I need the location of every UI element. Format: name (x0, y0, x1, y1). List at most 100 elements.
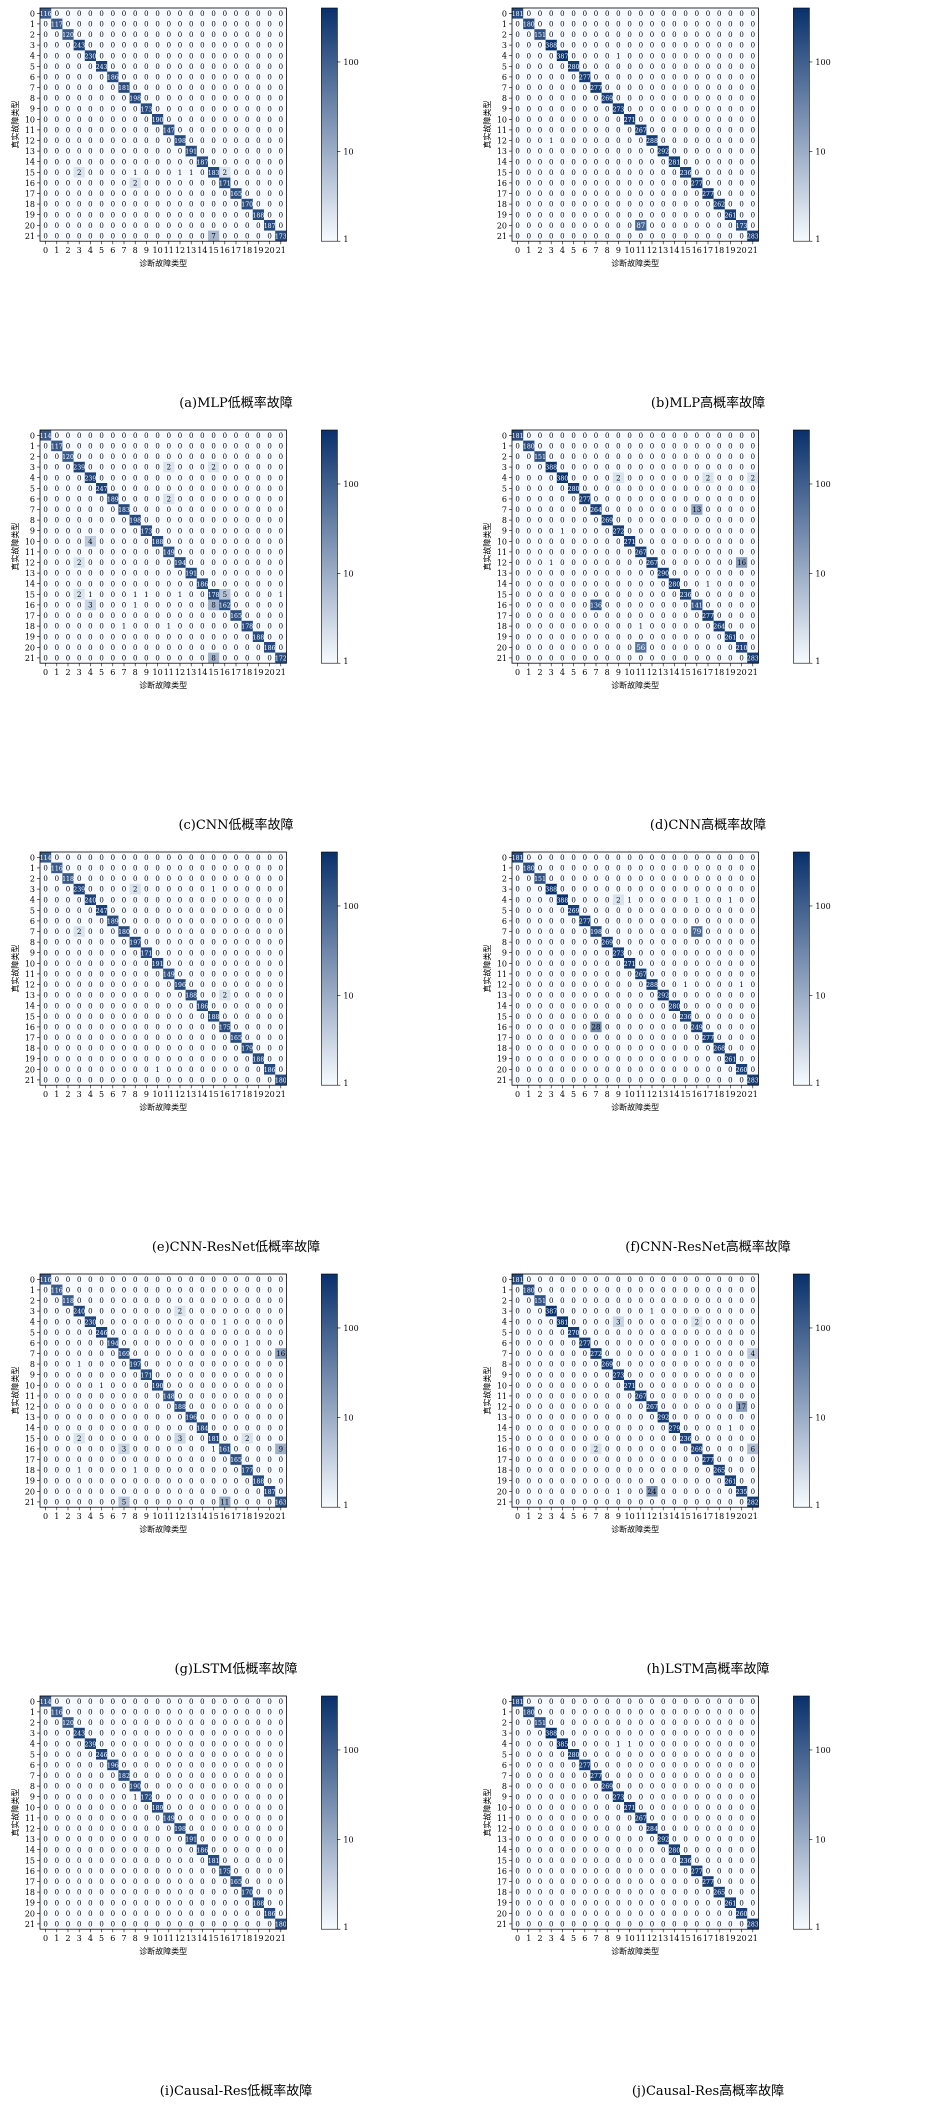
cell-value-label: 0 (661, 158, 665, 166)
heatmap-cell (73, 114, 86, 125)
heatmap-cell (241, 536, 254, 547)
heatmap-cell (196, 124, 209, 136)
heatmap-cell (163, 862, 175, 874)
x-tick-label: 3 (77, 668, 82, 677)
cell-value-label: 0 (538, 517, 542, 525)
heatmap-cell (512, 177, 524, 189)
cell-value-label: 0 (88, 137, 92, 145)
heatmap-cell (646, 514, 658, 526)
cell-value-label: 0 (549, 633, 553, 641)
cell-value-label: 0 (751, 432, 755, 440)
cell-value-label: 243 (73, 43, 85, 50)
cell-value-label: 0 (189, 623, 193, 631)
cell-value-label: 0 (279, 190, 283, 198)
cell-value-label: 0 (178, 612, 182, 620)
cell-value-label: 0 (122, 21, 126, 29)
heatmap-cell (545, 504, 558, 516)
heatmap-cell (657, 557, 670, 569)
heatmap-cell (152, 71, 164, 83)
cell-value-label: 0 (55, 981, 59, 989)
cell-value-label: 0 (133, 1013, 137, 1021)
heatmap-cell (241, 610, 254, 622)
cell-value-label: 0 (144, 875, 148, 883)
cell-value-label: 0 (728, 559, 732, 567)
heatmap-cell (219, 29, 231, 41)
heatmap-cell (196, 514, 209, 526)
cell-value-label: 0 (43, 886, 47, 894)
cell-value-label: 0 (122, 1002, 126, 1010)
cell-value-label: 271 (624, 539, 636, 546)
heatmap-cell (219, 578, 231, 590)
cell-value-label: 0 (695, 190, 699, 198)
heatmap-cell (196, 493, 209, 505)
heatmap-cell (668, 610, 681, 622)
heatmap-cell (601, 135, 614, 147)
cell-value-label: 0 (267, 517, 271, 525)
heatmap-cell (556, 156, 569, 168)
cell-value-label: 2 (77, 169, 81, 177)
cell-value-label: 0 (267, 21, 271, 29)
cell-value-label: 0 (66, 992, 70, 1000)
cell-value-label: 0 (279, 474, 283, 482)
cell-value-label: 0 (256, 10, 260, 18)
heatmap-cell (129, 71, 142, 83)
cell-value-label: 0 (751, 211, 755, 219)
heatmap-cell (129, 525, 142, 537)
cell-value-label: 0 (245, 52, 249, 60)
heatmap-cell (208, 947, 220, 959)
cell-value-label: 0 (99, 633, 103, 641)
heatmap-cell (747, 145, 759, 157)
cell-value-label: 0 (583, 474, 587, 482)
heatmap-cell (264, 631, 276, 643)
cell-value-label: 136 (590, 603, 602, 610)
heatmap-cell (724, 546, 737, 558)
cell-value-label: 0 (538, 190, 542, 198)
cell-value-label: 0 (515, 148, 519, 156)
heatmap-cell (601, 145, 614, 157)
cell-value-label: 0 (616, 538, 620, 546)
heatmap-cell (230, 177, 242, 189)
heatmap-cell (51, 947, 63, 959)
heatmap-cell (635, 39, 647, 51)
heatmap-cell (62, 39, 74, 51)
cell-value-label: 0 (99, 105, 103, 113)
heatmap-cell (230, 546, 242, 558)
cell-value-label: 0 (133, 949, 137, 957)
heatmap-cell (230, 461, 242, 473)
cell-value-label: 0 (639, 612, 643, 620)
cell-value-label: 0 (122, 570, 126, 578)
heatmap-cell (612, 230, 625, 242)
cell-value-label: 0 (99, 644, 103, 652)
heatmap-cell (241, 461, 254, 473)
cell-value-label: 0 (189, 42, 193, 50)
cell-value-label: 0 (211, 21, 215, 29)
heatmap-cell (40, 39, 52, 51)
cell-value-label: 0 (144, 443, 148, 451)
confusion-matrix-panel: 116 0 0 0 0 0 0 0 0 0 0 0 0 0 0 0 0 0 0 0 0 0 0 117 0 0 0 0 0 0 0 0 0 0 0 0… (0, 0, 472, 422)
heatmap-cell (219, 114, 231, 125)
heatmap-cell (512, 92, 524, 104)
heatmap-cell (152, 504, 164, 516)
heatmap-cell (680, 610, 692, 622)
cell-value-label: 0 (167, 169, 171, 177)
heatmap-cell (601, 188, 614, 200)
heatmap-cell (152, 883, 164, 895)
heatmap-cell (118, 862, 130, 874)
heatmap-cell (107, 599, 119, 611)
heatmap-cell (196, 18, 209, 30)
cell-value-label: 0 (189, 506, 193, 514)
heatmap-cell (264, 599, 276, 611)
heatmap-cell (107, 483, 119, 494)
cell-value-label: 0 (751, 602, 755, 610)
heatmap-cell (635, 82, 647, 94)
heatmap-cell (635, 50, 647, 62)
heatmap-cell (230, 536, 242, 547)
heatmap-cell (163, 1032, 175, 1044)
heatmap-cell (241, 114, 254, 125)
cell-value-label: 0 (111, 949, 115, 957)
heatmap-cell (62, 50, 74, 62)
heatmap-cell (657, 546, 670, 558)
cell-value-label: 0 (616, 591, 620, 599)
cell-value-label: 0 (200, 971, 204, 979)
heatmap-cell (635, 589, 647, 600)
